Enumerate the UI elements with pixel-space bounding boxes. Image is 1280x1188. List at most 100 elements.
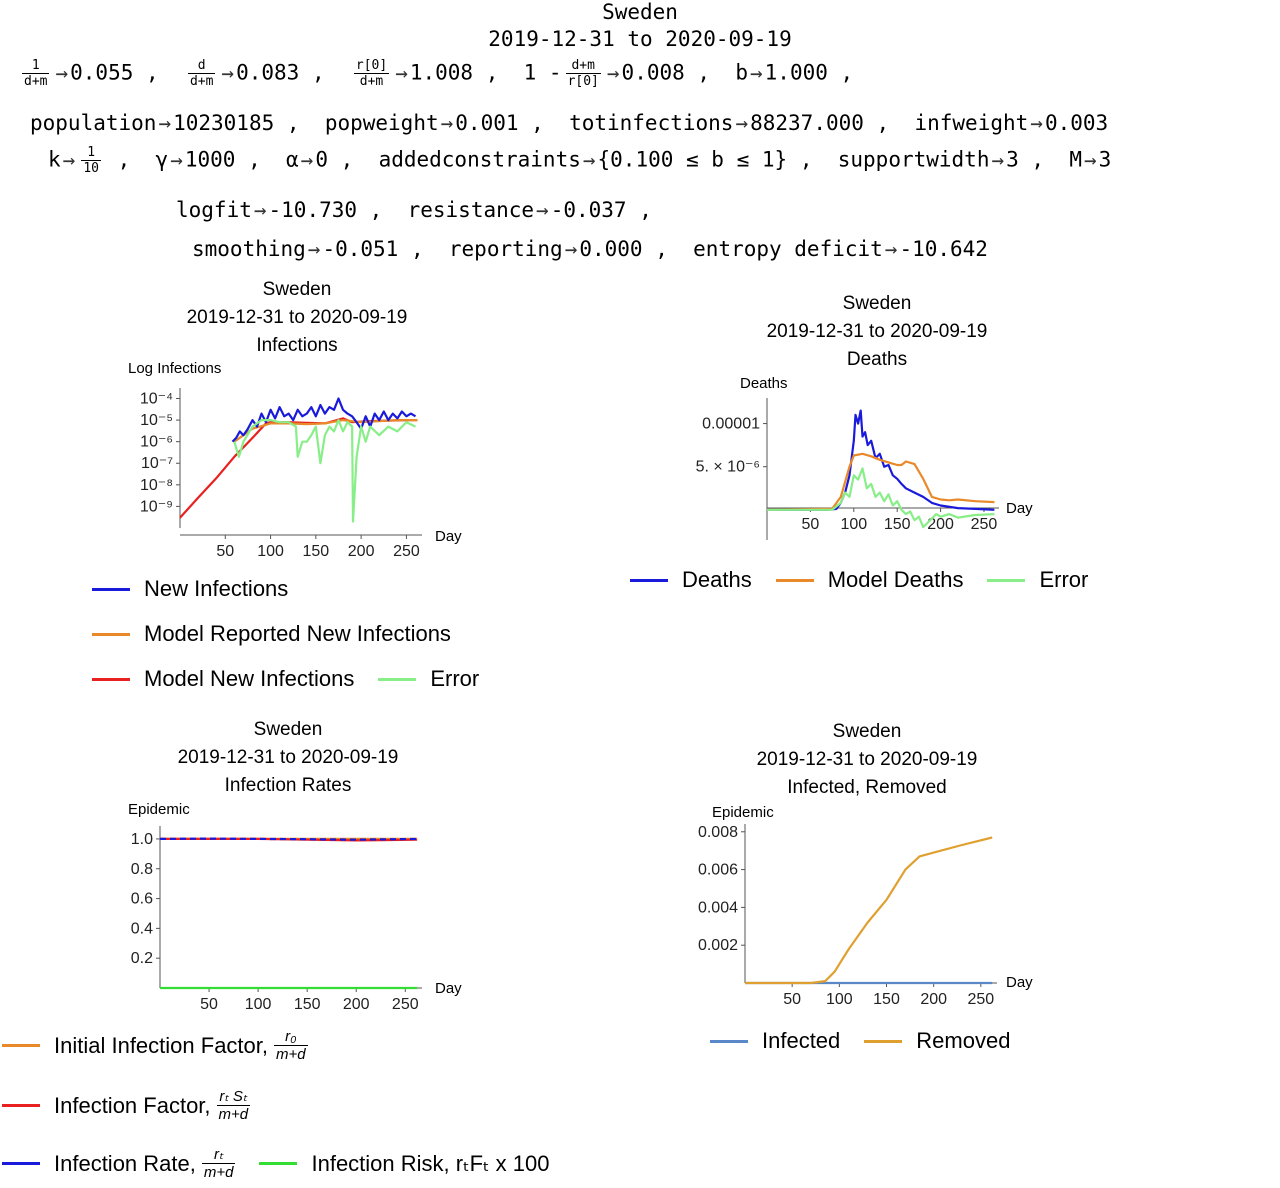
- param-value: 0.001: [455, 111, 519, 135]
- series-line-new-infections: [231, 397, 417, 443]
- legend-label: Initial Infection Factor,: [54, 1032, 268, 1058]
- chart-ylabel: Log Infections: [128, 360, 222, 377]
- chart-deaths-titles: Sweden 2019-12-31 to 2020-09-19 Deaths: [748, 290, 1006, 374]
- legend-item: Infection Rate, rₜ m+d Infection Risk, rₜ…: [2, 1146, 549, 1181]
- legend-label: Model Reported New Infections: [144, 621, 451, 646]
- legend-label: Model New Infections: [144, 666, 355, 691]
- x-tick-label: 50: [783, 991, 801, 1008]
- param-name: entropy deficit: [693, 237, 883, 261]
- y-tick-label: 0.002: [698, 937, 738, 954]
- y-tick-label: 10⁻⁶: [140, 434, 173, 451]
- param-value: 1.008: [409, 60, 474, 85]
- legend-swatch: [864, 1039, 903, 1043]
- x-tick-label: 50: [801, 516, 819, 533]
- param-name: addedconstraints: [378, 147, 581, 172]
- x-tick-label: 50: [200, 996, 218, 1013]
- param-name: totinfections: [569, 111, 734, 135]
- chart-xlabel: Day: [435, 980, 462, 997]
- param-name: population: [30, 111, 157, 135]
- chart-infections-titles: Sweden 2019-12-31 to 2020-09-19 Infectio…: [168, 276, 426, 360]
- chart-subtitle: 2019-12-31 to 2020-09-19: [186, 307, 408, 328]
- y-tick-label: 0.006: [698, 862, 738, 879]
- param-value: 3: [1006, 147, 1019, 172]
- param-value: 0.083: [236, 60, 300, 85]
- legend-label: Removed: [916, 1028, 1011, 1053]
- x-tick-label: 200: [343, 996, 370, 1013]
- chart-subtitle2: Infections: [256, 335, 338, 356]
- legend-row: Deaths Model Deaths Error: [630, 567, 1112, 593]
- x-tick-label: 200: [920, 991, 947, 1008]
- x-tick-label: 250: [392, 996, 419, 1013]
- legend-swatch: [987, 578, 1026, 582]
- y-tick-label: 10⁻⁸: [140, 477, 173, 494]
- param-value: 10230185: [173, 111, 275, 135]
- y-tick-label: 0.00001: [702, 416, 760, 433]
- param-value: -0.051: [322, 237, 399, 261]
- chart-ylabel: Epidemic: [712, 804, 774, 821]
- x-tick-label: 150: [294, 996, 321, 1013]
- param-name: M: [1069, 147, 1083, 172]
- legend-row: Infected Removed: [710, 1028, 1034, 1054]
- chart-ylabel: Epidemic: [128, 801, 190, 818]
- legend-swatch: [2, 1162, 40, 1165]
- legend-label: Error: [430, 666, 480, 691]
- param-name: supportwidth: [837, 147, 990, 172]
- x-tick-label: 50: [216, 543, 234, 560]
- chart-title: Sweden: [832, 721, 902, 742]
- y-tick-label: 10⁻⁵: [140, 412, 173, 429]
- header-country: Sweden: [602, 0, 678, 24]
- y-tick-label: 0.004: [698, 899, 738, 916]
- x-tick-label: 100: [840, 516, 867, 533]
- legend-item: Infection Factor, rₜ Sₜ m+d: [2, 1088, 251, 1123]
- series-line-error: [767, 467, 995, 529]
- param-value: 1000: [184, 147, 236, 172]
- y-tick-label: 0.8: [131, 861, 153, 878]
- param-value: 3: [1098, 147, 1112, 172]
- param-fraction: r[0] d+m: [353, 58, 390, 89]
- param-fraction: 1 d+m: [22, 58, 50, 89]
- y-tick-label: 10⁻⁹: [140, 498, 173, 515]
- legend-swatch: [92, 677, 130, 681]
- legend-item: Initial Infection Factor, r₀ m+d: [2, 1028, 308, 1063]
- chart-title: Sweden: [253, 719, 323, 740]
- chart-rates-titles: Sweden 2019-12-31 to 2020-09-19 Infectio…: [159, 716, 417, 800]
- legend-swatch: [92, 587, 130, 591]
- legend-item: Model New Infections Error: [92, 666, 503, 692]
- x-tick-label: 100: [245, 996, 272, 1013]
- legend-swatch: [378, 677, 417, 681]
- x-tick-label: 150: [302, 543, 329, 560]
- y-tick-label: 10⁻⁴: [140, 390, 173, 407]
- param-value: 0.008: [621, 60, 685, 85]
- chart-ylabel: Deaths: [740, 375, 788, 392]
- chart-subtitle: 2019-12-31 to 2020-09-19: [756, 749, 978, 770]
- param-name: popweight: [324, 111, 439, 135]
- chart-subtitle: 2019-12-31 to 2020-09-19: [766, 321, 988, 342]
- legend-label: Error: [1039, 567, 1089, 592]
- param-name: α: [286, 147, 299, 172]
- y-tick-label: 0.008: [698, 824, 738, 841]
- param-name: resistance: [407, 198, 535, 222]
- legend-item: New Infections: [92, 576, 312, 602]
- y-tick-label: 10⁻⁷: [141, 455, 173, 472]
- x-tick-label: 150: [884, 516, 911, 533]
- legend-formula: rₜ Sₜ m+d: [216, 1088, 251, 1123]
- param-fraction: d d+m: [187, 58, 216, 89]
- header-date-range: 2019-12-31 to 2020-09-19: [488, 27, 792, 51]
- y-tick-label: 0.6: [131, 891, 153, 908]
- param-value: 1.000: [764, 60, 828, 85]
- series-line-removed: [745, 836, 993, 985]
- param-value: 0: [315, 147, 328, 172]
- legend-swatch: [259, 1162, 298, 1165]
- legend-label: Infection Factor,: [54, 1092, 211, 1118]
- legend-label: Infected: [762, 1028, 841, 1053]
- series-line-infection-factor: [160, 837, 418, 842]
- param-row-3: k→ 1 10 , γ→1000 , α→0 , addedconstraints→…: [48, 145, 1112, 176]
- series-line-model-reported-new-infections: [233, 419, 418, 443]
- y-tick-label: 0.2: [131, 950, 153, 967]
- x-tick-label: 150: [873, 991, 900, 1008]
- x-tick-label: 200: [348, 543, 375, 560]
- param-value: 0.000: [579, 237, 643, 261]
- legend-item: Model Reported New Infections: [92, 621, 475, 647]
- legend-label: Infection Rate,: [54, 1150, 196, 1176]
- legend-label: Deaths: [682, 567, 752, 592]
